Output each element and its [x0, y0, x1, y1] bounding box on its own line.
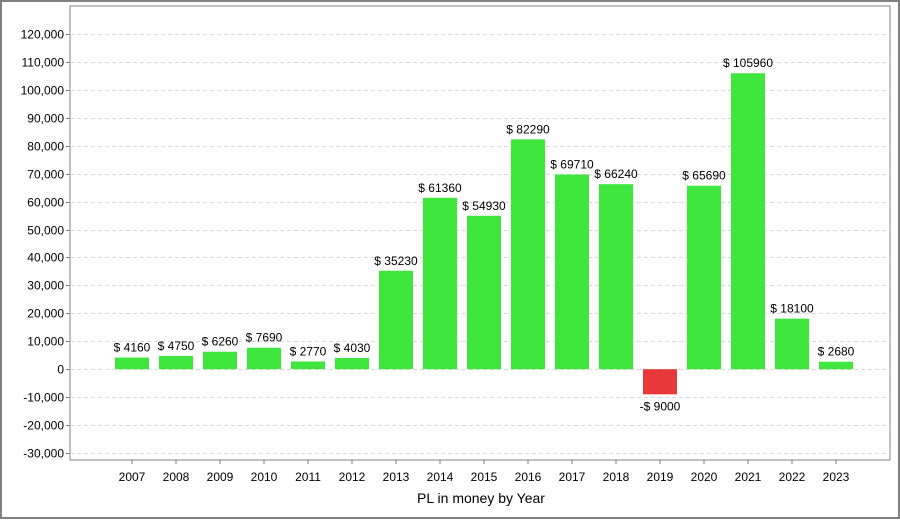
x-axis-title: PL in money by Year [417, 490, 545, 506]
bar-value-label: $ 69710 [550, 157, 594, 171]
y-tick-label: 40,000 [27, 251, 64, 265]
bar-value-label: $ 4750 [158, 339, 195, 353]
bar [379, 270, 413, 370]
x-tick-label: 2020 [691, 470, 718, 484]
bar-value-label: $ 35230 [374, 254, 418, 268]
x-tick-label: 2007 [119, 470, 146, 484]
bar-value-label: $ 4030 [334, 341, 371, 355]
bars [115, 73, 853, 395]
y-tick-label: 20,000 [27, 307, 64, 321]
x-tick-label: 2011 [295, 470, 321, 484]
y-axis: -30,000 -20,000 -10,000 0 10,000 20,000 30,000… [21, 28, 70, 461]
x-tick-label: 2015 [471, 470, 498, 484]
bar [775, 318, 809, 370]
x-tick-label: 2009 [207, 470, 234, 484]
bar-value-label: $ 2680 [818, 345, 855, 359]
bar [555, 174, 589, 370]
bar [247, 347, 281, 370]
y-tick-label: 70,000 [27, 168, 64, 182]
y-tick-label: 0 [57, 363, 64, 377]
plot-border [69, 5, 891, 461]
bar [687, 185, 721, 370]
x-tick-label: 2010 [251, 470, 278, 484]
x-tick-label: 2014 [427, 470, 454, 484]
bar [643, 369, 677, 395]
bar [335, 357, 369, 370]
bar [423, 197, 457, 370]
bar [159, 355, 193, 370]
bar [203, 351, 237, 370]
bar [599, 184, 633, 370]
y-tick-label: 80,000 [27, 140, 64, 154]
x-tick-label: 2013 [383, 470, 410, 484]
bar [731, 73, 765, 370]
x-tick-label: 2023 [823, 470, 850, 484]
y-tick-label: 100,000 [21, 84, 65, 98]
bar-value-label: $ 2770 [290, 344, 327, 358]
y-tick-label: -30,000 [23, 447, 64, 461]
x-tick-label: 2008 [163, 470, 190, 484]
x-tick-label: 2021 [735, 470, 762, 484]
bar-value-label: $ 7690 [246, 331, 283, 345]
bar-value-label: $ 82290 [506, 122, 550, 136]
x-tick-label: 2019 [647, 470, 674, 484]
bar-value-label: $ 61360 [418, 181, 462, 195]
y-tick-label: 60,000 [27, 196, 64, 210]
bar-value-label: $ 18100 [770, 302, 814, 316]
x-tick-label: 2018 [603, 470, 630, 484]
bar-value-label: $ 4160 [114, 341, 151, 355]
bar [291, 361, 325, 370]
x-tick-label: 2022 [779, 470, 806, 484]
bar [511, 139, 545, 370]
y-tick-label: 120,000 [21, 28, 65, 42]
x-tick-label: 2012 [339, 470, 366, 484]
x-tick-label: 2017 [559, 470, 586, 484]
bar-value-label: -$ 9000 [640, 399, 681, 413]
bar [467, 215, 501, 370]
y-tick-label: -20,000 [23, 419, 64, 433]
bar-value-label: $ 65690 [682, 169, 726, 183]
y-tick-label: 110,000 [22, 56, 65, 70]
data-labels: $ 4160 $ 4750 $ 6260 $ 7690 $ 2770 $ 4030 $ 35… [114, 56, 855, 413]
y-tick-label: 50,000 [27, 224, 64, 238]
x-axis: 2007 2008 2009 2010 2011 2012 2013 2014 2015 2016… [119, 460, 850, 484]
y-tick-label: -10,000 [23, 391, 64, 405]
bar-value-label: $ 54930 [462, 199, 506, 213]
y-tick-label: 30,000 [27, 279, 64, 293]
bar-value-label: $ 6260 [202, 335, 239, 349]
x-tick-label: 2016 [515, 470, 542, 484]
y-tick-label: 90,000 [27, 112, 64, 126]
y-tick-label: 10,000 [27, 335, 64, 349]
bar [115, 357, 149, 370]
bar-value-label: $ 66240 [594, 167, 638, 181]
bar [819, 361, 853, 370]
bar-value-label: $ 105960 [723, 56, 773, 70]
